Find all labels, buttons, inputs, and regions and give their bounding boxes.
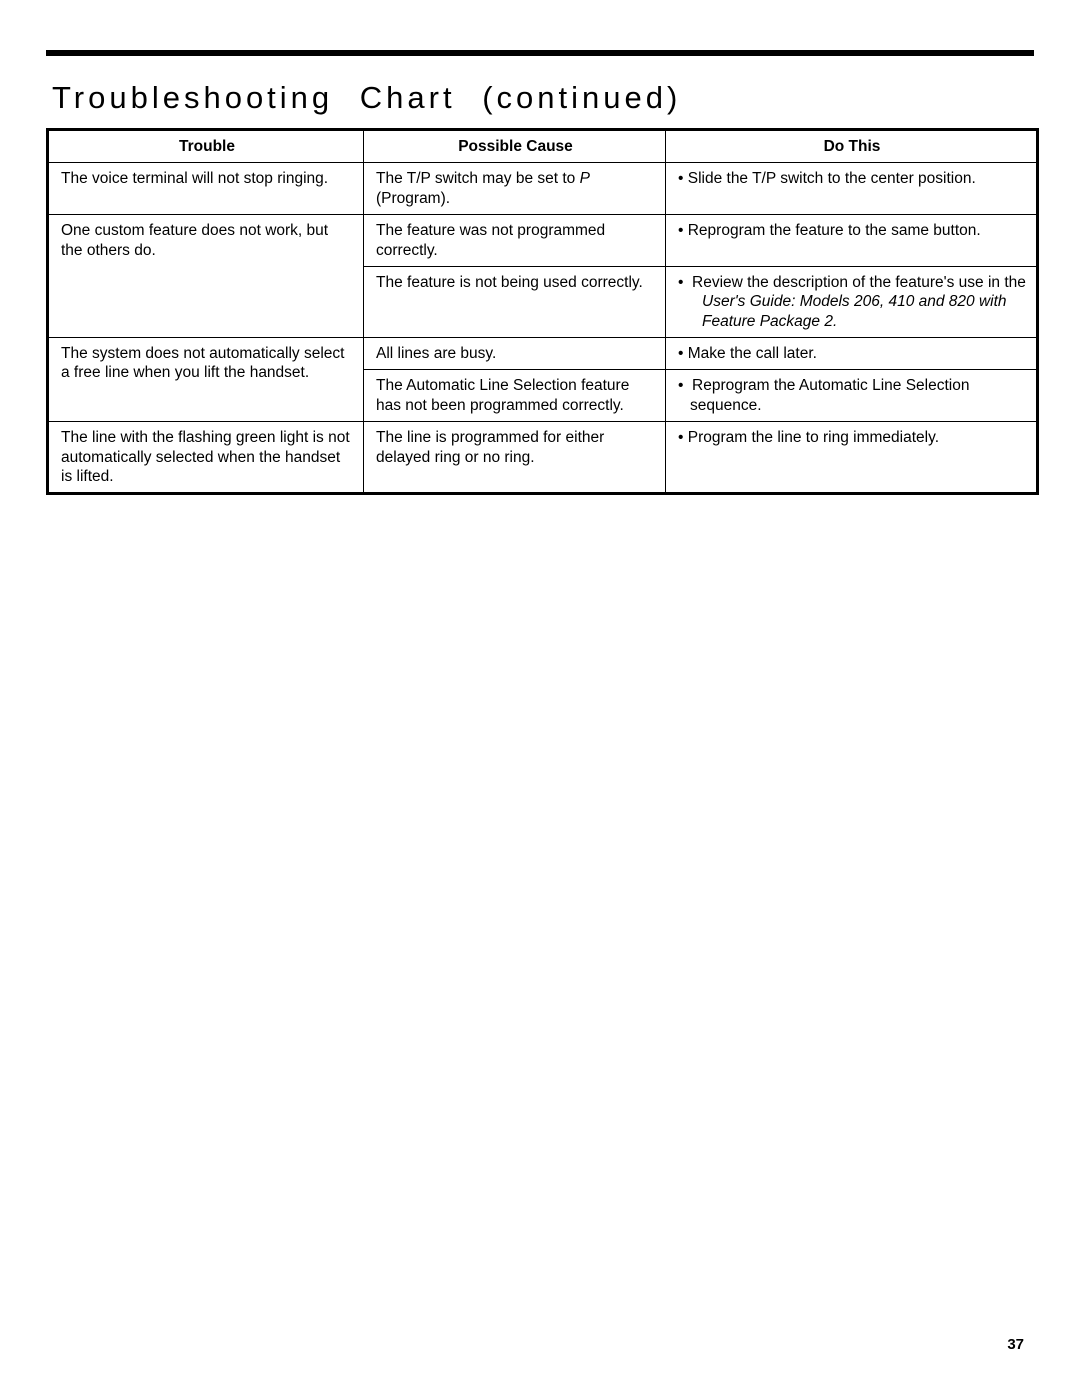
cell-trouble: The voice terminal will not stop ringing… [48, 163, 364, 215]
cell-do: Reprogram the feature to the same button… [666, 215, 1038, 267]
cell-do: Review the description of the feature's … [666, 266, 1038, 337]
bullet: Review the description of the feature's … [678, 273, 1026, 331]
cell-cause: All lines are busy. [364, 338, 666, 370]
troubleshooting-table: Trouble Possible Cause Do This The voice… [46, 128, 1039, 495]
page-number: 37 [1007, 1336, 1024, 1353]
header-trouble: Trouble [48, 130, 364, 163]
table-row: The voice terminal will not stop ringing… [48, 163, 1038, 215]
cell-trouble: The line with the flashing green light i… [48, 422, 364, 494]
bullet: Reprogram the feature to the same button… [678, 221, 1026, 240]
cell-do: Program the line to ring immediately. [666, 422, 1038, 494]
text-italic: User's Guide: Models 206, 410 and 820 wi… [690, 292, 1026, 331]
text: The T/P switch may be set to [376, 170, 580, 187]
top-rule [46, 50, 1034, 56]
header-do: Do This [666, 130, 1038, 163]
text: Review the description of the feature's … [692, 274, 1026, 291]
bullet: Make the call later. [678, 344, 1026, 363]
bullet: Program the line to ring immediately. [678, 428, 1026, 447]
cell-trouble: One custom feature does not work, but th… [48, 215, 364, 338]
text: (Program). [376, 190, 450, 207]
page-title: Troubleshooting Chart (continued) [52, 80, 1034, 116]
table-row: The line with the flashing green light i… [48, 422, 1038, 494]
cell-cause: The feature was not programmed correctly… [364, 215, 666, 267]
cell-cause: The line is programmed for either delaye… [364, 422, 666, 494]
table-header-row: Trouble Possible Cause Do This [48, 130, 1038, 163]
table-row: The system does not automatically select… [48, 338, 1038, 370]
cell-trouble: The system does not automatically select… [48, 338, 364, 422]
bullet: Slide the T/P switch to the center posit… [678, 169, 1026, 188]
cell-do: Slide the T/P switch to the center posit… [666, 163, 1038, 215]
cell-cause: The Automatic Line Selection feature has… [364, 370, 666, 422]
text: Reprogram the Automatic Line Selection s… [690, 377, 969, 413]
cell-cause: The feature is not being used correctly. [364, 266, 666, 337]
cell-cause: The T/P switch may be set to P (Program)… [364, 163, 666, 215]
cell-do: Reprogram the Automatic Line Selection s… [666, 370, 1038, 422]
header-cause: Possible Cause [364, 130, 666, 163]
table-row: One custom feature does not work, but th… [48, 215, 1038, 267]
text-italic: P [580, 170, 590, 187]
bullet: Reprogram the Automatic Line Selection s… [678, 376, 1026, 415]
cell-do: Make the call later. [666, 338, 1038, 370]
page: Troubleshooting Chart (continued) Troubl… [0, 0, 1080, 1389]
